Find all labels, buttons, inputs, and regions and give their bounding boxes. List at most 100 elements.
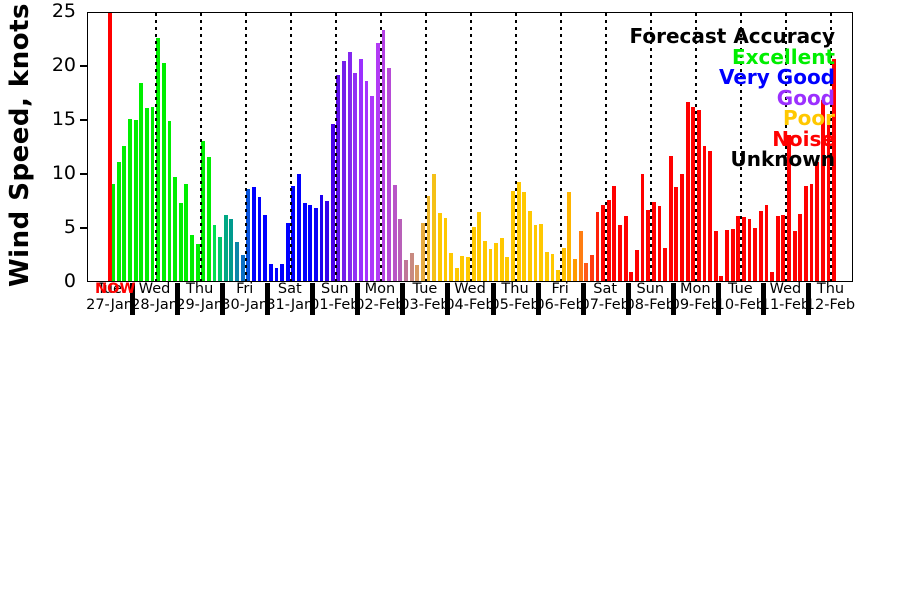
- day-separator: [580, 283, 586, 315]
- bar: [150, 107, 155, 281]
- day-of-week: Mon: [364, 281, 396, 297]
- day-axis-label: Sat 31-Jan: [257, 281, 323, 313]
- day-date: 09-Feb: [670, 296, 720, 313]
- bar: [375, 43, 380, 281]
- day-axis-label: Sun 08-Feb: [617, 281, 683, 313]
- bar: [195, 244, 200, 281]
- bar: [764, 205, 769, 281]
- bar: [133, 120, 138, 281]
- day-date: 05-Feb: [490, 296, 540, 313]
- bar: [815, 162, 820, 281]
- bar: [122, 146, 127, 281]
- bar: [601, 205, 606, 281]
- bar: [280, 263, 284, 281]
- bar: [775, 216, 780, 281]
- gridline: [334, 13, 337, 281]
- bar: [268, 263, 273, 281]
- bar: [252, 187, 256, 281]
- bar: [556, 270, 560, 281]
- y-tick-label: 10: [51, 162, 76, 184]
- bar: [190, 234, 194, 281]
- y-tick-mark: [80, 173, 88, 175]
- day-axis-label: Fri 30-Jan: [212, 281, 278, 313]
- bar: [820, 99, 825, 281]
- bar: [392, 184, 397, 281]
- day-date: 10-Feb: [715, 296, 766, 313]
- bar: [505, 257, 510, 281]
- day-axis-label: Wed 11-Feb: [752, 281, 818, 313]
- day-date: 07-Feb: [580, 296, 630, 313]
- day-axis-label: Wed 04-Feb: [437, 281, 503, 313]
- bar: [229, 219, 234, 281]
- day-of-week: Tue: [727, 281, 753, 297]
- day-date: 27-Jan: [86, 296, 133, 313]
- bar: [725, 230, 729, 281]
- bar: [753, 228, 758, 281]
- bar: [618, 224, 622, 281]
- bar: [426, 195, 431, 281]
- plot-area: [87, 12, 853, 282]
- bar: [359, 58, 363, 281]
- bar: [606, 200, 611, 281]
- day-axis-label: Sat 07-Feb: [572, 281, 638, 313]
- day-of-week: Mon: [679, 281, 711, 297]
- day-date: 30-Jan: [221, 296, 269, 313]
- bar: [550, 254, 555, 281]
- day-separator: [715, 283, 721, 315]
- y-tick-mark: [80, 227, 88, 229]
- bar: [443, 218, 448, 281]
- bar: [285, 222, 290, 281]
- gridline: [424, 13, 427, 281]
- bar: [527, 210, 532, 281]
- bar: [781, 215, 786, 281]
- bar: [595, 211, 600, 281]
- y-tick-label: 25: [51, 0, 76, 22]
- day-of-week: Fri: [236, 281, 254, 297]
- bar: [466, 257, 470, 281]
- bar: [111, 183, 116, 281]
- day-axis-label: Fri 06-Feb: [527, 281, 593, 313]
- bar: [218, 236, 223, 281]
- bar: [663, 247, 667, 281]
- day-of-week: Wed: [138, 281, 171, 297]
- day-date: 03-Feb: [400, 296, 450, 313]
- bar: [612, 185, 617, 281]
- bar: [370, 96, 375, 281]
- day-of-week: Wed: [769, 281, 802, 297]
- day-date: 31-Jan: [266, 296, 314, 313]
- bar: [482, 241, 487, 281]
- bar: [668, 155, 673, 281]
- bar: [539, 223, 544, 281]
- bar: [488, 248, 493, 281]
- gridline: [830, 13, 833, 281]
- now-marker-line: [108, 13, 112, 281]
- day-date: 08-Feb: [625, 296, 675, 313]
- bar: [798, 214, 803, 281]
- bar: [212, 224, 217, 281]
- bar: [511, 191, 515, 281]
- bar: [325, 201, 330, 281]
- bar: [404, 260, 408, 281]
- day-separator: [355, 283, 361, 315]
- day-axis-label: Thu 12-Feb: [797, 281, 863, 313]
- bar: [640, 174, 645, 281]
- day-axis-label: Mon 02-Feb: [347, 281, 413, 313]
- bar: [522, 192, 527, 281]
- bar: [274, 268, 279, 281]
- bar: [128, 119, 132, 281]
- day-separator: [670, 283, 676, 315]
- bar: [116, 162, 121, 281]
- gridline: [650, 13, 653, 281]
- bar: [516, 181, 521, 281]
- day-of-week: Sun: [636, 281, 665, 297]
- bar: [387, 68, 392, 281]
- bar: [437, 212, 442, 281]
- bar: [330, 124, 335, 281]
- day-date: 12-Feb: [805, 296, 856, 313]
- bar: [477, 211, 482, 281]
- bar: [246, 189, 251, 281]
- bar: [747, 219, 752, 281]
- day-separator: [535, 283, 541, 315]
- bar: [342, 60, 346, 281]
